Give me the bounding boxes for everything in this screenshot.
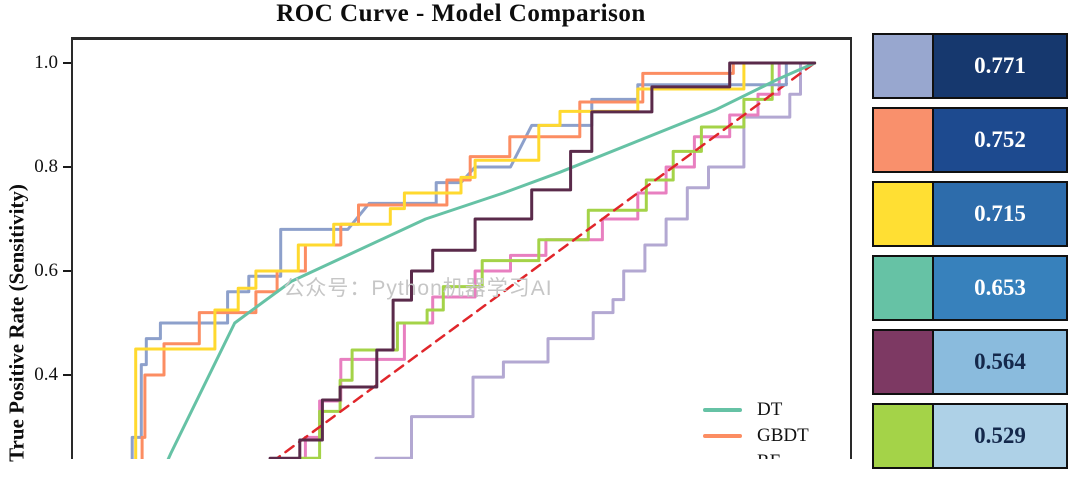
roc-curve-green xyxy=(296,61,817,459)
y-tick-label: 0.8 xyxy=(34,156,58,177)
plot-area: 公众号：Python机器学习AI DTGBDTRF xyxy=(73,40,850,459)
auc-row: 0.715 xyxy=(872,181,1068,247)
model-color-swatch xyxy=(874,331,934,393)
y-tick-label: 0.4 xyxy=(34,364,58,385)
auc-value: 0.771 xyxy=(934,35,1066,97)
roc-comparison-figure: { "title": "ROC Curve - Model Comparison… xyxy=(4,0,1068,469)
axis-spine-top xyxy=(71,37,852,40)
model-color-swatch xyxy=(874,35,934,97)
chart-title: ROC Curve - Model Comparison xyxy=(276,0,646,27)
y-tick-mark xyxy=(63,166,71,168)
auc-row: 0.752 xyxy=(872,107,1068,173)
roc-curve-yellow xyxy=(134,61,817,459)
model-color-swatch xyxy=(874,109,934,171)
roc-curve-dt xyxy=(166,61,817,459)
roc-curve-chance-diagonal xyxy=(273,61,816,459)
auc-value: 0.715 xyxy=(934,183,1066,245)
roc-curve-maroon xyxy=(268,61,817,459)
y-tick-mark xyxy=(63,270,71,272)
roc-curves-canvas xyxy=(130,61,817,459)
auc-value-panel: 0.771 0.752 0.715 0.653 0.564 0.529 xyxy=(872,33,1068,477)
auc-value: 0.564 xyxy=(934,331,1066,393)
auc-value: 0.653 xyxy=(934,257,1066,319)
auc-value: 0.752 xyxy=(934,109,1066,171)
y-tick-label: 0.6 xyxy=(34,260,58,281)
model-color-swatch xyxy=(874,183,934,245)
legend-line-sample xyxy=(703,434,742,438)
model-color-swatch xyxy=(874,257,934,319)
axis-spine-right xyxy=(850,37,852,459)
roc-curve-lavender xyxy=(374,61,817,459)
roc-curve-gbdt xyxy=(140,61,817,459)
legend-item-dt: DT xyxy=(703,397,809,423)
y-tick-mark xyxy=(63,62,71,64)
auc-row: 0.529 xyxy=(872,403,1068,469)
auc-row: 0.653 xyxy=(872,255,1068,321)
y-axis-label: True Positive Rate (Sensitivity) xyxy=(4,184,29,462)
y-tick-label: 1.0 xyxy=(34,52,58,73)
legend-line-sample xyxy=(703,408,742,412)
auc-row: 0.564 xyxy=(872,329,1068,395)
auc-value: 0.529 xyxy=(934,405,1066,467)
legend-label: GBDT xyxy=(757,425,809,446)
legend: DT GBDT RF xyxy=(703,397,809,459)
axis-spine-left xyxy=(71,37,73,459)
model-color-swatch xyxy=(874,405,934,467)
legend-label: DT xyxy=(757,399,783,420)
roc-curve-rf xyxy=(130,61,817,459)
legend-item-gbdt: GBDT xyxy=(703,423,809,449)
legend-item-rf: RF xyxy=(703,449,809,459)
auc-row: 0.771 xyxy=(872,33,1068,99)
y-tick-mark xyxy=(63,374,71,376)
legend-label: RF xyxy=(757,451,780,459)
roc-curve-pink xyxy=(303,61,817,459)
